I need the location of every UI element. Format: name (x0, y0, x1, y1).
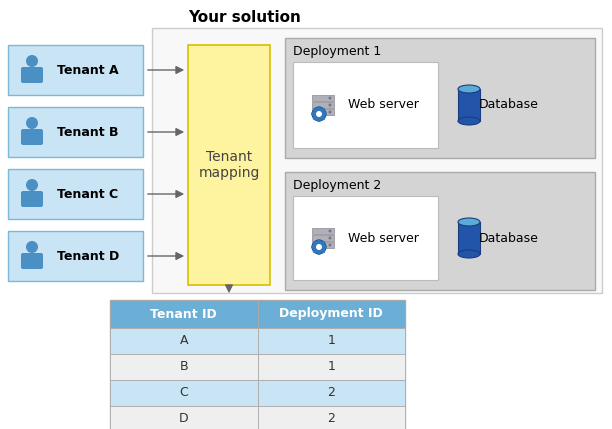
Ellipse shape (458, 85, 480, 93)
Bar (110, 328, 258, 354)
Text: 1: 1 (327, 360, 335, 374)
Bar (110, 406, 258, 429)
Text: Web server: Web server (348, 232, 419, 245)
Circle shape (26, 241, 38, 253)
Text: Database: Database (479, 232, 539, 245)
Circle shape (329, 230, 332, 233)
Text: Tenant ID: Tenant ID (151, 308, 217, 320)
Text: 2: 2 (327, 387, 335, 399)
Text: Your solution: Your solution (188, 10, 302, 25)
Bar (285, 38, 595, 158)
Text: Deployment 1: Deployment 1 (293, 45, 381, 58)
Circle shape (312, 240, 326, 254)
Circle shape (318, 106, 321, 109)
Ellipse shape (458, 250, 480, 258)
Circle shape (322, 241, 325, 244)
Circle shape (26, 55, 38, 67)
Bar (312, 95, 334, 101)
Circle shape (312, 107, 326, 121)
Bar (258, 328, 405, 354)
Text: B: B (179, 360, 188, 374)
Circle shape (329, 236, 332, 239)
Bar (8, 231, 143, 281)
FancyBboxPatch shape (21, 253, 43, 269)
Circle shape (313, 250, 316, 253)
Bar (258, 300, 405, 328)
Circle shape (311, 112, 314, 115)
Bar (312, 109, 334, 115)
Text: D: D (179, 413, 188, 426)
Bar (312, 102, 334, 108)
Bar (312, 242, 334, 248)
Bar (110, 380, 258, 406)
Circle shape (26, 179, 38, 191)
Circle shape (329, 244, 332, 247)
Circle shape (318, 252, 321, 255)
Circle shape (311, 245, 314, 248)
Circle shape (316, 244, 322, 250)
Circle shape (26, 117, 38, 129)
Bar (8, 169, 143, 219)
Bar (458, 89, 480, 121)
Bar (293, 196, 438, 280)
Text: Web server: Web server (348, 99, 419, 112)
Circle shape (329, 111, 332, 114)
FancyBboxPatch shape (21, 191, 43, 207)
Bar (110, 354, 258, 380)
Circle shape (322, 108, 325, 111)
FancyBboxPatch shape (21, 129, 43, 145)
Text: Deployment ID: Deployment ID (279, 308, 383, 320)
Ellipse shape (458, 117, 480, 125)
Bar (110, 300, 405, 429)
Text: C: C (179, 387, 188, 399)
Circle shape (313, 108, 316, 111)
Text: Tenant A: Tenant A (57, 63, 119, 76)
Bar (258, 354, 405, 380)
Circle shape (322, 250, 325, 253)
Bar (8, 107, 143, 157)
Circle shape (329, 97, 332, 100)
Bar (8, 45, 143, 95)
Text: Tenant
mapping: Tenant mapping (198, 150, 259, 180)
Bar (188, 45, 270, 285)
Circle shape (318, 239, 321, 242)
Ellipse shape (458, 218, 480, 226)
Circle shape (313, 117, 316, 120)
Bar (152, 28, 602, 293)
Circle shape (324, 245, 327, 248)
Text: 1: 1 (327, 335, 335, 347)
Circle shape (313, 241, 316, 244)
Circle shape (316, 111, 322, 117)
Bar (258, 406, 405, 429)
Text: Database: Database (479, 99, 539, 112)
FancyBboxPatch shape (21, 67, 43, 83)
Circle shape (322, 117, 325, 120)
Bar (458, 222, 480, 254)
Bar (110, 300, 258, 328)
Text: Tenant D: Tenant D (57, 250, 119, 263)
Text: A: A (179, 335, 188, 347)
Bar (312, 235, 334, 241)
Bar (258, 380, 405, 406)
Text: Tenant B: Tenant B (58, 126, 119, 139)
Bar (285, 172, 595, 290)
Text: Tenant C: Tenant C (58, 187, 119, 200)
Circle shape (318, 119, 321, 122)
Circle shape (329, 103, 332, 106)
Circle shape (324, 112, 327, 115)
Bar (293, 62, 438, 148)
Bar (312, 228, 334, 234)
Text: Deployment 2: Deployment 2 (293, 179, 381, 193)
Text: 2: 2 (327, 413, 335, 426)
